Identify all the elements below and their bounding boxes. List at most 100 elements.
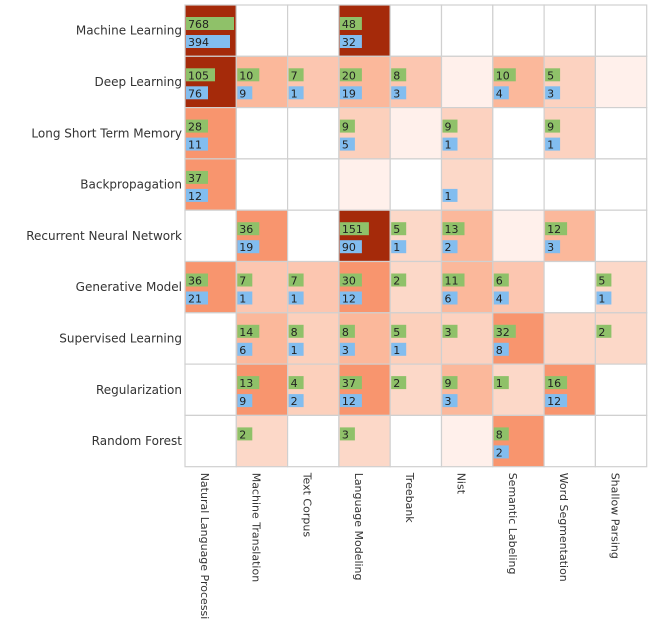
count-label-a: 3	[342, 428, 349, 441]
count-label-b: 12	[547, 395, 561, 408]
heatmap-cell	[543, 260, 596, 314]
heatmap-cell	[492, 158, 545, 211]
row-label: Recurrent Neural Network	[26, 229, 182, 243]
count-bar-a	[545, 68, 561, 82]
count-label-b: 1	[291, 87, 298, 100]
heatmap-cell	[594, 209, 648, 263]
heatmap-cell	[440, 55, 494, 109]
count-bar-a	[391, 376, 407, 390]
heatmap-cell	[389, 4, 443, 57]
count-label-b: 1	[598, 293, 605, 306]
count-bar-b	[442, 291, 458, 305]
heatmap-cell	[287, 106, 340, 160]
heatmap-cell	[389, 158, 443, 211]
row-label: Long Short Term Memory	[31, 126, 182, 140]
count-bar-b	[391, 342, 407, 356]
row-label: Backpropagation	[80, 178, 182, 192]
count-bar-a	[339, 273, 362, 287]
heatmap-cell	[543, 363, 596, 417]
count-label-a: 8	[393, 69, 400, 82]
count-bar-b	[288, 291, 304, 305]
count-label-a: 2	[393, 275, 400, 288]
row-label: Deep Learning	[94, 75, 182, 89]
count-bar-b	[186, 86, 208, 100]
heatmap-cell	[184, 414, 237, 468]
count-label-b: 1	[291, 344, 298, 357]
count-bar-b	[288, 394, 304, 408]
count-label-b: 1	[239, 293, 246, 306]
count-bar-b	[493, 342, 509, 356]
count-label-a: 10	[496, 69, 510, 82]
count-label-a: 768	[188, 18, 209, 31]
count-bar-b	[339, 240, 362, 254]
heatmap-cell	[492, 4, 545, 57]
count-label-a: 28	[188, 121, 202, 134]
count-label-b: 6	[445, 293, 452, 306]
count-bar-a	[596, 324, 612, 338]
count-bar-a	[339, 427, 355, 441]
row-label: Regularization	[96, 383, 182, 397]
count-label-b: 19	[239, 241, 253, 254]
heatmap-cell	[235, 106, 289, 160]
heatmap-cell	[594, 158, 648, 211]
count-bar-a	[288, 324, 304, 338]
count-label-b: 90	[342, 241, 356, 254]
count-bar-b	[493, 445, 509, 459]
count-label-a: 7	[239, 275, 246, 288]
column-label: Shallow Parsing	[608, 473, 621, 559]
count-label-a: 9	[342, 121, 349, 134]
count-bar-a	[288, 68, 304, 82]
count-bar-a	[442, 222, 465, 236]
heatmap-cell	[338, 158, 391, 211]
count-label-a: 4	[291, 377, 298, 390]
heatmap-cell	[492, 209, 545, 263]
heatmap-cell	[287, 209, 340, 263]
heatmap-cell	[594, 4, 648, 57]
count-label-b: 12	[342, 293, 356, 306]
count-label-a: 11	[445, 275, 459, 288]
count-bar-a	[391, 68, 407, 82]
heatmap-cell	[594, 106, 648, 160]
count-bar-b	[596, 291, 612, 305]
count-bar-b	[339, 137, 355, 151]
heatmap-cell	[543, 4, 596, 57]
count-bar-a	[596, 273, 612, 287]
count-bar-b	[237, 342, 253, 356]
count-bar-b	[339, 342, 355, 356]
count-label-a: 48	[342, 18, 356, 31]
count-label-a: 2	[598, 326, 605, 339]
count-label-b: 2	[291, 395, 298, 408]
count-bar-a	[339, 376, 362, 390]
count-bar-b	[545, 394, 568, 408]
count-label-a: 7	[291, 69, 298, 82]
count-label-a: 105	[188, 69, 209, 82]
count-bar-a	[237, 427, 253, 441]
count-bar-b	[493, 86, 509, 100]
count-label-b: 1	[445, 190, 452, 203]
count-label-b: 1	[393, 344, 400, 357]
count-bar-a	[493, 427, 509, 441]
column-label: Treebank	[403, 472, 416, 524]
heatmap-cell	[287, 158, 340, 211]
heatmap-cell	[543, 414, 596, 468]
count-label-b: 12	[342, 395, 356, 408]
heatmap-cell	[184, 312, 237, 365]
heatmap-cell	[492, 106, 545, 160]
count-bar-a	[339, 119, 355, 133]
count-bar-b	[339, 35, 362, 48]
count-bar-a	[442, 324, 458, 338]
row-label: Supervised Learning	[59, 331, 182, 345]
count-bar-b	[442, 240, 458, 254]
count-label-a: 3	[445, 326, 452, 339]
count-label-b: 8	[496, 344, 503, 357]
column-label: Natural Language Processi	[198, 473, 211, 620]
count-bar-a	[237, 222, 260, 236]
count-label-a: 1	[496, 377, 503, 390]
count-bar-a	[442, 119, 458, 133]
count-label-b: 76	[188, 87, 202, 100]
heatmap-cell	[389, 106, 443, 160]
count-label-b: 9	[239, 87, 246, 100]
heatmap-cell	[235, 158, 289, 211]
count-bar-a	[493, 273, 509, 287]
count-label-a: 30	[342, 275, 356, 288]
